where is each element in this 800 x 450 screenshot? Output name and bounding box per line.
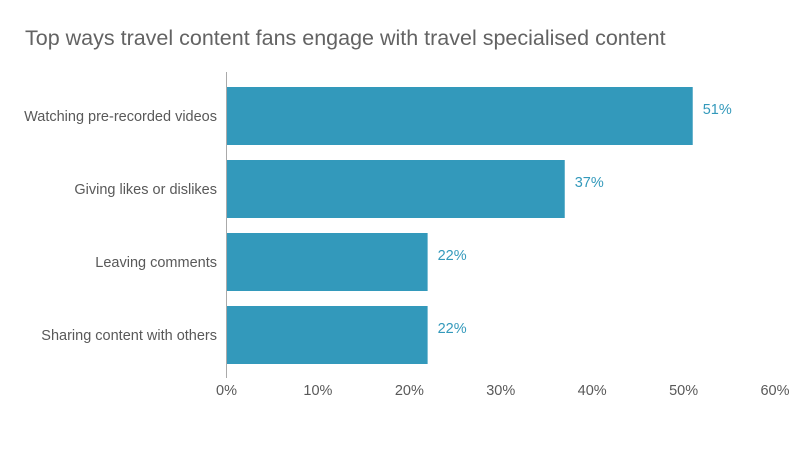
x-tick-label-0: 0% [216,383,237,399]
bar-4 [226,306,428,364]
x-tick-label-30: 30% [486,383,515,399]
category-label-4: Sharing content with others [41,328,217,344]
x-tick-label-40: 40% [578,383,607,399]
bar-1 [226,87,693,145]
value-label-2: 37% [575,175,604,191]
category-label-1: Watching pre-recorded videos [24,109,217,125]
value-label-4: 22% [438,321,467,337]
category-label-3: Leaving comments [95,255,217,271]
bar-2 [226,160,565,218]
value-label-3: 22% [438,248,467,264]
category-label-2: Giving likes or dislikes [74,182,217,198]
x-tick-label-10: 10% [303,383,332,399]
x-tick-label-50: 50% [669,383,698,399]
x-tick-label-20: 20% [395,383,424,399]
bar-3 [226,233,428,291]
chart-title: Top ways travel content fans engage with… [25,26,666,50]
x-tick-label-60: 60% [760,383,789,399]
value-label-1: 51% [703,102,732,118]
